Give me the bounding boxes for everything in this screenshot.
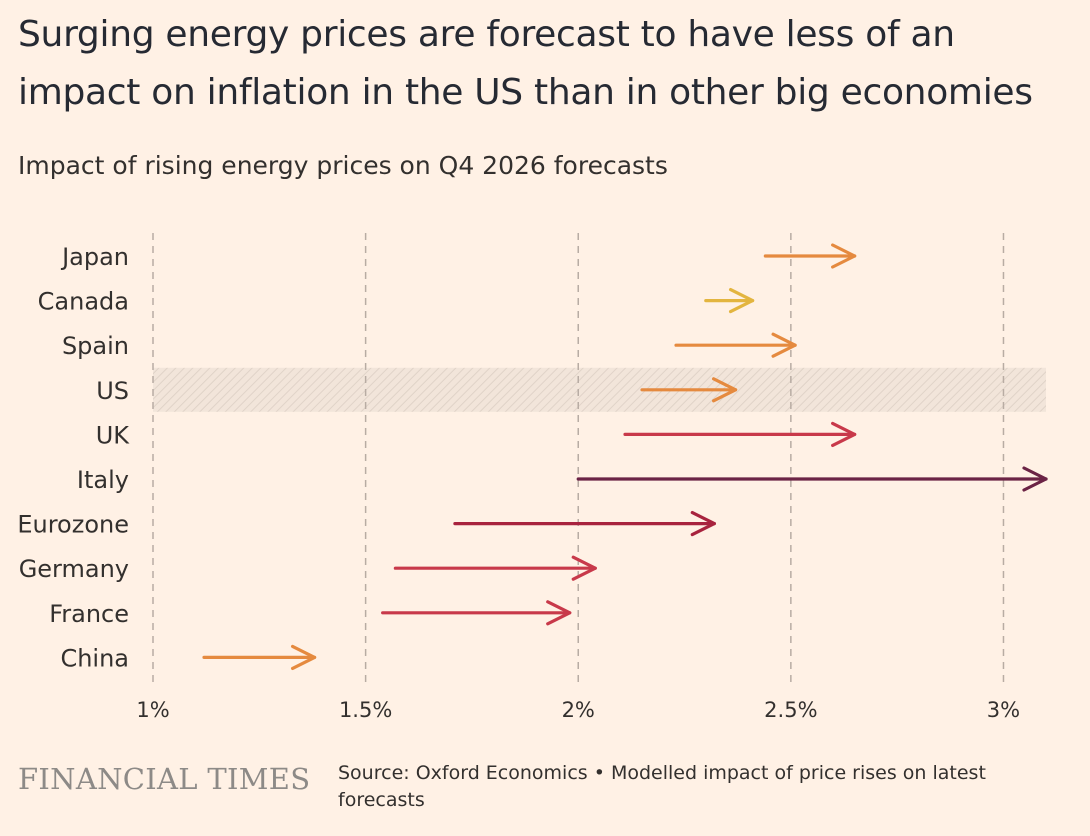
arrow-head (690, 510, 716, 537)
highlight-band (153, 367, 1046, 412)
arrow-head (831, 243, 857, 269)
chart-subtitle: Impact of rising energy prices on Q4 202… (18, 151, 668, 180)
category-label: China (60, 644, 129, 672)
arrow-head (1022, 466, 1048, 492)
chart-title: Surging energy prices are forecast to ha… (18, 14, 1033, 113)
arrow-head (711, 377, 738, 403)
arrow-head (831, 421, 857, 447)
category-label: US (96, 377, 129, 405)
category-label: Japan (60, 243, 129, 271)
category-label: Eurozone (17, 511, 129, 539)
source-note: Source: Oxford Economics • Modelled impa… (338, 762, 986, 811)
arrow-head (771, 332, 797, 358)
category-label: UK (96, 421, 131, 449)
arrow-head (571, 555, 597, 581)
category-label: Canada (38, 288, 129, 316)
x-tick-label: 1.5% (339, 698, 392, 722)
ft-logo: FINANCIAL TIMES (18, 762, 311, 796)
arrow-head (728, 288, 755, 314)
category-label: Italy (77, 466, 129, 494)
x-tick-label: 2.5% (764, 698, 817, 722)
arrow-head (546, 600, 572, 626)
x-tick-label: 1% (136, 698, 169, 722)
category-label: Spain (62, 332, 129, 360)
x-tick-label: 2% (562, 698, 595, 722)
arrow-head (290, 644, 317, 671)
category-label: Germany (19, 555, 129, 583)
category-label: France (49, 600, 129, 628)
arrow-chart: Japan Canada Spain US UK Italy Eurozone Germany… (17, 233, 1048, 722)
x-tick-label: 3% (987, 698, 1020, 722)
